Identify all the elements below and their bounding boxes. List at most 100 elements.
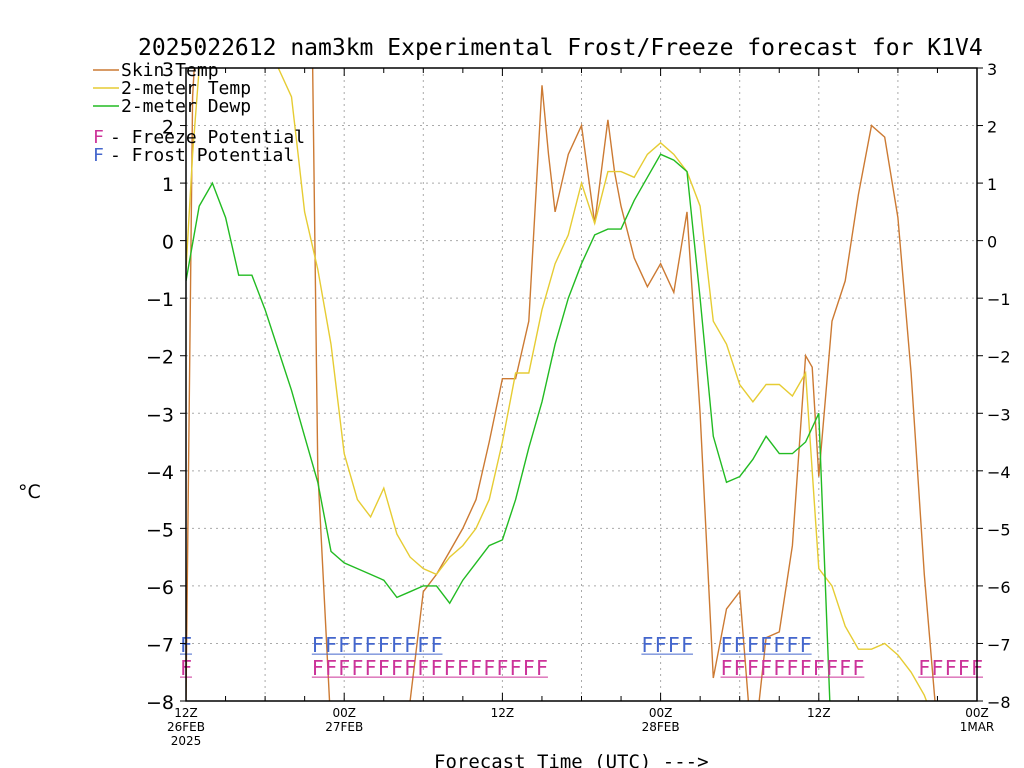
x-tick-label: 00Z	[649, 706, 673, 720]
y-tick-label-right: −1	[987, 290, 1011, 309]
y-tick-label-right: −4	[987, 463, 1011, 482]
frost-mark: F	[720, 633, 732, 657]
y-tick-label-left: 2	[162, 117, 174, 139]
y-tick-label-left: −4	[146, 462, 174, 484]
freeze-mark: F	[496, 656, 508, 680]
chart-title: 2025022612 nam3km Experimental Frost/Fre…	[138, 35, 983, 61]
y-tick-label-right: −3	[987, 405, 1011, 424]
freeze-mark: F	[325, 656, 337, 680]
freeze-mark: F	[457, 656, 469, 680]
frost-mark: F	[681, 633, 693, 657]
y-tick-label-left: −6	[146, 577, 174, 599]
frost-mark: F	[800, 633, 812, 657]
freeze-mark: F	[430, 656, 442, 680]
series-line-2-meter-dewp	[186, 153, 831, 701]
y-tick-label-right: 2	[987, 118, 997, 137]
legend-potential-mark: F	[93, 145, 104, 166]
y-tick-label-right: 3	[987, 60, 997, 79]
freeze-mark: F	[786, 656, 798, 680]
x-tick-date-label: 28FEB	[642, 720, 680, 734]
frost-mark: F	[786, 633, 798, 657]
y-tick-label-left: −2	[146, 347, 174, 369]
freeze-mark: F	[720, 656, 732, 680]
x-tick-label: 12Z	[491, 706, 515, 720]
freeze-mark: F	[536, 656, 548, 680]
legend-potential-label: - Frost Potential	[110, 145, 294, 166]
y-axis-label: °C	[18, 481, 41, 503]
x-tick-date-label: 27FEB	[325, 720, 363, 734]
x-axis-label: Forecast Time (UTC) --->	[434, 751, 709, 768]
legend-potential-label: - Freeze Potential	[110, 127, 305, 148]
legend-label: 2-meter Dewp	[121, 96, 251, 117]
freeze-mark: F	[958, 656, 970, 680]
y-tick-label-left: −7	[146, 634, 174, 656]
freeze-mark: F	[444, 656, 456, 680]
y-tick-label-right: 0	[987, 233, 997, 252]
frost-mark: F	[365, 633, 377, 657]
x-tick-label: 12Z	[174, 706, 198, 720]
frost-mark: F	[641, 633, 653, 657]
freeze-mark: F	[760, 656, 772, 680]
frost-mark: F	[417, 633, 429, 657]
y-tick-label-right: −2	[987, 348, 1011, 367]
y-tick-label-right: −6	[987, 578, 1011, 597]
frost-mark: F	[760, 633, 772, 657]
x-tick-label: 12Z	[807, 706, 831, 720]
x-tick-label: 00Z	[332, 706, 356, 720]
frost-mark: F	[668, 633, 680, 657]
freeze-mark: F	[773, 656, 785, 680]
series-line-skin-temp	[186, 68, 936, 701]
freeze-mark: F	[378, 656, 390, 680]
y-tick-label-left: −3	[146, 404, 174, 426]
freeze-mark: F	[931, 656, 943, 680]
freeze-mark: F	[918, 656, 930, 680]
y-tick-label-right: 1	[987, 175, 997, 194]
freeze-mark: F	[417, 656, 429, 680]
frost-mark: F	[312, 633, 324, 657]
frost-mark: F	[391, 633, 403, 657]
freeze-mark: F	[800, 656, 812, 680]
freeze-mark: F	[483, 656, 495, 680]
axes: 3 3 2 2 1 1 0 0 −1 −1 −2 −2 −3 −3 −4 −4 −5 −5 −6 −6 −7 −7 −8 −8…	[146, 59, 1011, 748]
y-tick-label-right: −7	[987, 635, 1011, 654]
x-tick-label: 00Z	[965, 706, 989, 720]
frost-mark: F	[747, 633, 759, 657]
frost-mark: F	[655, 633, 667, 657]
y-tick-label-right: −8	[987, 693, 1011, 712]
x-tick-date-label: 1MAR	[960, 720, 995, 734]
legend-label: 2-meter Temp	[121, 78, 251, 99]
y-tick-label-left: 0	[162, 232, 174, 254]
freeze-mark: F	[839, 656, 851, 680]
frost-mark: F	[378, 633, 390, 657]
frost-mark: F	[734, 633, 746, 657]
freeze-mark: F	[826, 656, 838, 680]
frost-mark: F	[338, 633, 350, 657]
y-tick-label-left: 3	[162, 59, 174, 81]
y-tick-label-left: −5	[146, 519, 174, 541]
freeze-mark: F	[523, 656, 535, 680]
x-tick-year-label: 2025	[171, 734, 202, 748]
frost-mark: F	[351, 633, 363, 657]
legend-label: Skin Temp	[121, 60, 219, 81]
frost-mark: F	[404, 633, 416, 657]
frost-mark: F	[773, 633, 785, 657]
freeze-mark: F	[470, 656, 482, 680]
series-line-2-meter-temp	[186, 68, 928, 701]
series-lines	[186, 68, 936, 701]
freeze-mark: F	[404, 656, 416, 680]
frost-mark: F	[430, 633, 442, 657]
frost-freeze-marks: F F F F F F F F F F F F F F F F F F F F F FF F F F F F F F F F F F F F F F F F…	[180, 633, 983, 680]
freeze-mark: F	[391, 656, 403, 680]
x-tick-date-label: 26FEB	[167, 720, 205, 734]
freeze-mark: F	[338, 656, 350, 680]
freeze-mark: F	[945, 656, 957, 680]
y-tick-label-left: −8	[146, 692, 174, 714]
freeze-mark: F	[852, 656, 864, 680]
freeze-mark: F	[734, 656, 746, 680]
y-tick-label-left: 1	[162, 174, 174, 196]
legend-potential-mark: F	[93, 127, 104, 148]
y-tick-label-left: −1	[146, 289, 174, 311]
freeze-mark: F	[813, 656, 825, 680]
